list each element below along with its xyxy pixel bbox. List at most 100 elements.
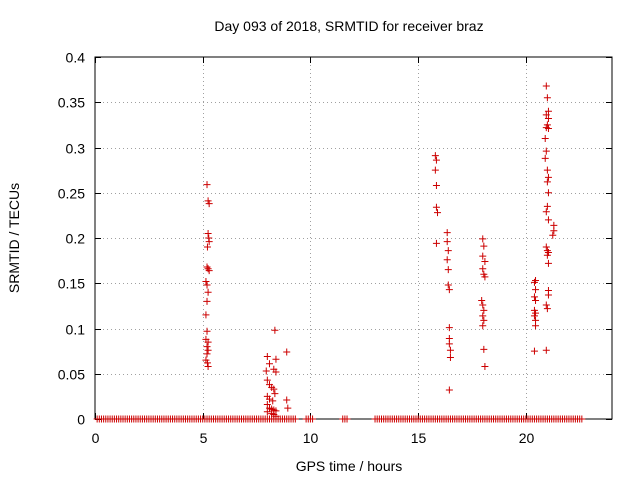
data-point	[544, 189, 552, 197]
data-point	[263, 408, 271, 416]
data-point	[203, 263, 211, 271]
data-point	[478, 296, 486, 304]
data-point	[203, 327, 211, 335]
data-point	[263, 376, 271, 384]
data-point	[542, 82, 550, 90]
data-point	[530, 312, 538, 320]
data-point	[443, 238, 451, 246]
data-point	[543, 202, 551, 210]
data-point	[542, 147, 550, 155]
data-point	[444, 281, 452, 289]
data-point	[480, 242, 488, 250]
data-point	[544, 259, 552, 267]
x-tick-label: 20	[519, 430, 535, 446]
y-tick-label: 0.25	[58, 186, 85, 202]
data-point	[541, 154, 549, 162]
data-point	[479, 301, 487, 309]
data-point	[205, 267, 213, 275]
data-point	[544, 107, 552, 115]
data-point	[530, 293, 538, 301]
data-point	[544, 291, 552, 299]
data-point	[543, 305, 551, 313]
data-point	[445, 324, 453, 332]
data-point	[530, 278, 538, 286]
data-point-zero	[291, 415, 299, 423]
data-point	[479, 265, 487, 273]
data-point	[532, 322, 540, 330]
data-point	[272, 355, 280, 363]
data-point	[481, 363, 489, 371]
data-point	[284, 404, 292, 412]
x-axis-label: GPS time / hours	[296, 458, 403, 474]
data-point	[543, 166, 551, 174]
data-point-zero	[309, 415, 317, 423]
y-tick-label: 0.2	[66, 231, 86, 247]
data-point	[431, 166, 439, 174]
data-point	[550, 227, 558, 235]
x-tick-label: 5	[200, 430, 208, 446]
data-point	[544, 124, 552, 132]
y-tick-label: 0.3	[66, 141, 86, 157]
data-point	[446, 346, 454, 354]
data-point	[542, 111, 550, 119]
data-point	[445, 340, 453, 348]
y-tick-label: 0	[77, 412, 85, 428]
data-point	[479, 322, 487, 330]
data-point-zero	[343, 415, 351, 423]
data-point	[269, 397, 277, 405]
data-point	[203, 359, 211, 367]
data-point	[271, 326, 279, 334]
data-point	[444, 266, 452, 274]
data-point	[204, 288, 212, 296]
data-point	[543, 94, 551, 102]
x-tick-label: 10	[303, 430, 319, 446]
x-tick-label: 0	[92, 430, 100, 446]
y-tick-label: 0.15	[58, 276, 85, 292]
data-point	[532, 296, 540, 304]
data-point	[542, 243, 550, 251]
data-point	[445, 386, 453, 394]
data-point	[480, 316, 488, 324]
chart-title: Day 093 of 2018, SRMTID for receiver bra…	[214, 18, 483, 34]
data-point	[532, 277, 540, 285]
data-point	[479, 312, 487, 320]
data-point	[204, 346, 212, 354]
data-point	[202, 311, 210, 319]
data-point	[479, 235, 487, 243]
data-point	[481, 258, 489, 266]
data-point	[530, 347, 538, 355]
y-tick-label: 0.05	[58, 367, 85, 383]
data-point	[543, 251, 551, 259]
data-point	[432, 156, 440, 164]
data-point	[481, 273, 489, 281]
data-point	[204, 338, 212, 346]
data-point	[444, 247, 452, 255]
data-point	[204, 229, 212, 237]
data-point	[263, 353, 271, 361]
x-tick-label: 15	[411, 430, 427, 446]
data-point	[432, 203, 440, 211]
data-point	[270, 385, 278, 393]
data-point	[542, 208, 550, 216]
data-point	[549, 231, 557, 239]
data-point	[544, 216, 552, 224]
y-tick-label: 0.1	[66, 322, 86, 338]
data-point	[203, 243, 211, 251]
data-point	[203, 281, 211, 289]
data-point	[265, 395, 273, 403]
data-point	[271, 390, 279, 398]
data-point	[202, 277, 210, 285]
data-point	[445, 286, 453, 294]
data-point	[203, 297, 211, 305]
axis-ticks: 0 0.05 0.1 0.15 0.2 0.25 0.3 0.35 0.4 0 5 10 15 20	[58, 50, 612, 446]
data-point	[432, 182, 440, 190]
data-points	[93, 82, 586, 423]
data-point	[205, 200, 213, 208]
data-point	[272, 368, 280, 376]
data-point	[283, 396, 291, 404]
data-point	[265, 360, 273, 368]
data-point	[543, 178, 551, 186]
data-point	[443, 256, 451, 264]
data-point	[272, 412, 280, 420]
